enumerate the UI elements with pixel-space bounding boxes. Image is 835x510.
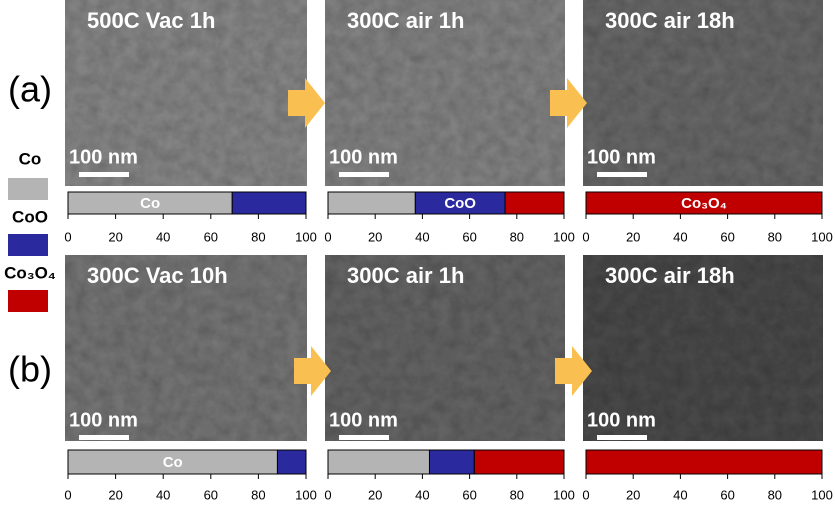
tick-label: 40 xyxy=(156,487,170,502)
panels: 500C Vac 1h 100 nm Co 0 20 40 60 80 100 300C air … xyxy=(4,0,833,502)
legend-swatch xyxy=(8,178,48,200)
row-label: (a) xyxy=(8,69,52,110)
tick-label: 60 xyxy=(720,487,734,502)
legend-label: Co₃O₄ xyxy=(4,263,56,282)
tick-label: 100 xyxy=(553,229,575,244)
composition-segment xyxy=(429,450,474,474)
tick-label: 80 xyxy=(768,487,782,502)
tick-label: 100 xyxy=(553,487,575,502)
legend-label: Co xyxy=(19,149,42,168)
scale-bar xyxy=(339,435,389,440)
tick-label: 0 xyxy=(64,487,71,502)
tick-label: 100 xyxy=(811,229,833,244)
tick-label: 20 xyxy=(368,487,382,502)
legend-label: CoO xyxy=(12,207,48,226)
tick-label: 40 xyxy=(673,229,687,244)
tick-label: 0 xyxy=(582,229,589,244)
tick-label: 20 xyxy=(108,229,122,244)
segment-label: Co xyxy=(140,195,160,212)
scale-bar xyxy=(79,172,129,177)
tick-label: 20 xyxy=(626,487,640,502)
tick-label: 100 xyxy=(295,487,317,502)
scale-label: 100 nm xyxy=(329,146,398,168)
caption: 500C Vac 1h xyxy=(87,8,215,33)
composition-segment xyxy=(232,192,306,214)
caption: 300C air 1h xyxy=(347,8,464,33)
composition-segment xyxy=(328,450,429,474)
segment-label: Co xyxy=(163,454,183,471)
composition-segment xyxy=(474,450,564,474)
tick-label: 20 xyxy=(108,487,122,502)
legend-swatch xyxy=(8,290,48,312)
segment-label: CoO xyxy=(444,195,476,212)
scale-label: 100 nm xyxy=(587,409,656,431)
scale-label: 100 nm xyxy=(69,409,138,431)
scale-bar xyxy=(339,172,389,177)
tick-label: 80 xyxy=(510,229,524,244)
tick-label: 0 xyxy=(582,487,589,502)
scale-bar xyxy=(597,435,647,440)
scale-label: 100 nm xyxy=(69,146,138,168)
composition-segment xyxy=(328,192,415,214)
tick-label: 0 xyxy=(324,229,331,244)
composition-segment xyxy=(505,192,564,214)
tick-label: 0 xyxy=(64,229,71,244)
caption: 300C air 1h xyxy=(347,263,464,288)
tick-label: 60 xyxy=(462,229,476,244)
tick-label: 100 xyxy=(295,229,317,244)
tick-label: 40 xyxy=(673,487,687,502)
tick-label: 60 xyxy=(204,487,218,502)
scale-label: 100 nm xyxy=(329,409,398,431)
tick-label: 80 xyxy=(768,229,782,244)
tick-label: 40 xyxy=(415,487,429,502)
tick-label: 80 xyxy=(510,487,524,502)
scale-bar xyxy=(79,435,129,440)
scale-label: 100 nm xyxy=(587,146,656,168)
tick-label: 20 xyxy=(626,229,640,244)
tick-label: 100 xyxy=(811,487,833,502)
caption: 300C Vac 10h xyxy=(87,263,228,288)
tick-label: 80 xyxy=(251,229,265,244)
tick-label: 40 xyxy=(415,229,429,244)
segment-label: Co₃O₄ xyxy=(681,195,727,212)
figure: 500C Vac 1h 100 nm Co 0 20 40 60 80 100 300C air … xyxy=(0,0,835,510)
row-label: (b) xyxy=(8,349,52,390)
tick-label: 60 xyxy=(204,229,218,244)
scale-bar xyxy=(597,172,647,177)
tick-label: 20 xyxy=(368,229,382,244)
legend-swatch xyxy=(8,234,48,256)
caption: 300C air 18h xyxy=(605,8,735,33)
tick-label: 60 xyxy=(462,487,476,502)
tick-label: 40 xyxy=(156,229,170,244)
composition-segment xyxy=(277,450,306,474)
composition-segment xyxy=(586,450,822,474)
caption: 300C air 18h xyxy=(605,263,735,288)
tick-label: 0 xyxy=(324,487,331,502)
tick-label: 60 xyxy=(720,229,734,244)
tick-label: 80 xyxy=(251,487,265,502)
